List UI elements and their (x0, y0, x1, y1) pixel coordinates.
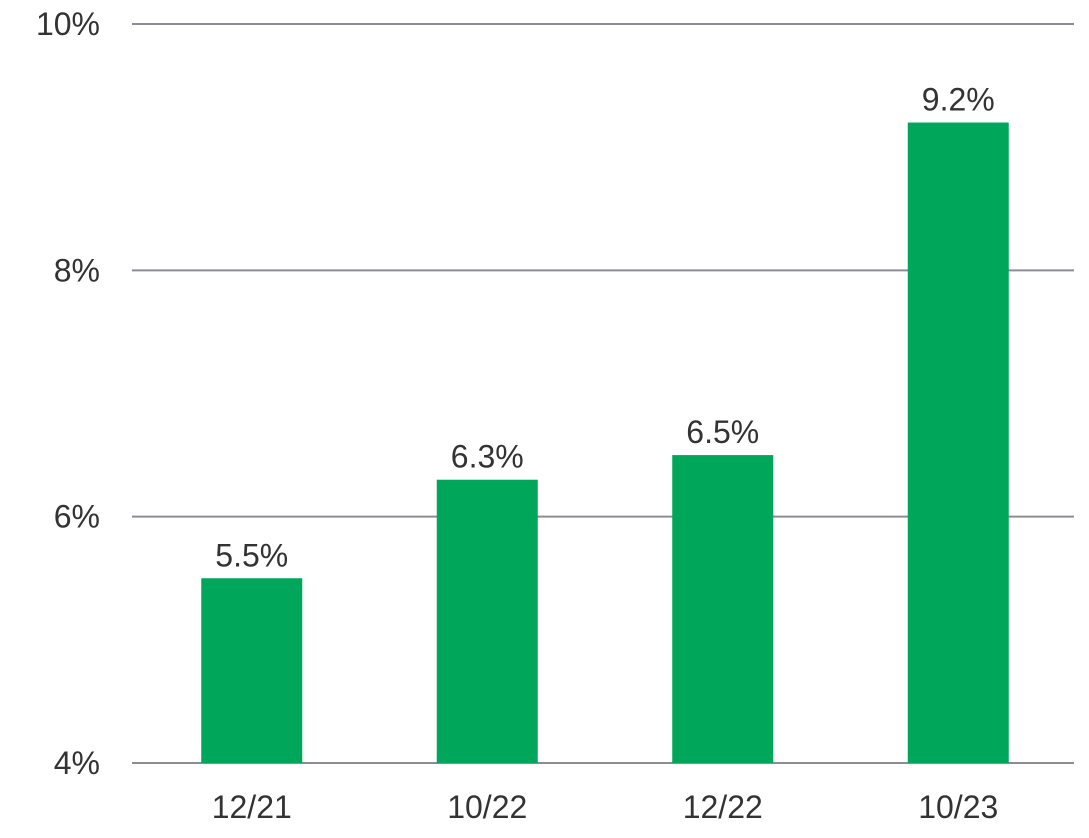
y-axis-ticks: 4% 6% 8% 10% (36, 6, 100, 781)
data-label: 5.5% (215, 537, 288, 573)
data-label: 9.2% (922, 82, 995, 118)
bar (201, 578, 303, 763)
bar (672, 455, 774, 763)
y-tick-label: 4% (54, 745, 100, 781)
x-tick-label: 12/21 (212, 789, 292, 825)
bar (907, 122, 1009, 764)
bars (201, 122, 1009, 764)
data-labels: 5.5% 6.3% 6.5% 9.2% (215, 82, 994, 574)
x-tick-label: 10/22 (447, 789, 527, 825)
data-label: 6.3% (451, 439, 524, 475)
y-tick-label: 8% (54, 252, 100, 288)
bar (436, 479, 538, 763)
y-tick-label: 10% (36, 6, 100, 42)
x-tick-label: 12/22 (683, 789, 763, 825)
x-tick-label: 10/23 (918, 789, 998, 825)
data-label: 6.5% (686, 414, 759, 450)
x-axis-ticks: 12/21 10/22 12/22 10/23 (212, 789, 999, 825)
y-tick-label: 6% (54, 499, 100, 535)
